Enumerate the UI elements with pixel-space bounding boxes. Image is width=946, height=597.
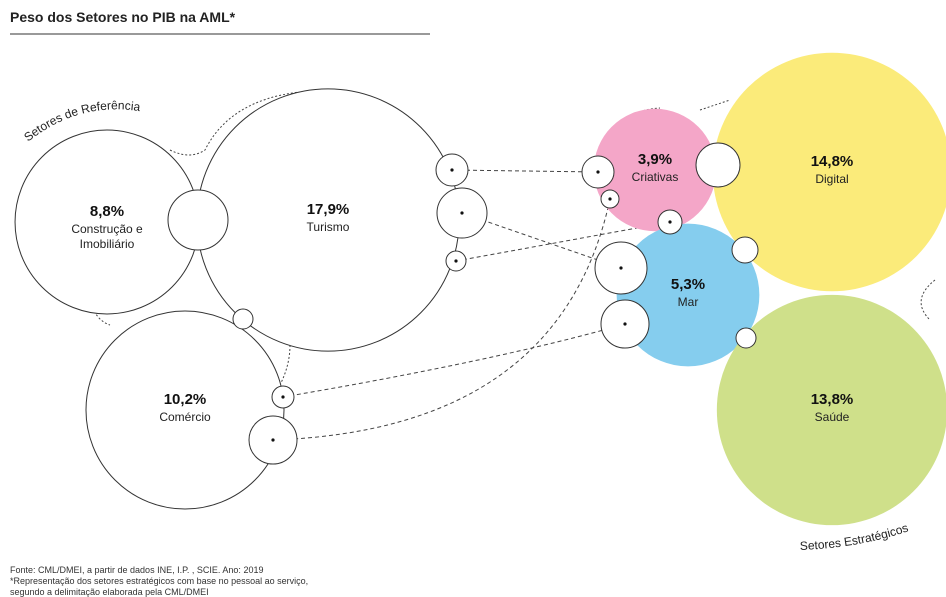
category-label-box: Turismo: [306, 220, 350, 234]
group-label-text: Setores Estratégicos: [800, 521, 910, 553]
category-label-box: Saúde: [814, 410, 850, 424]
category-label-box: Construção e Imobiliário: [71, 222, 143, 251]
value-label: 14,8%: [811, 153, 854, 170]
category-label: Construção e Imobiliário: [71, 222, 143, 251]
group-outlines: [89, 91, 936, 441]
joint-dots: [271, 168, 672, 442]
category-label: Digital: [815, 172, 849, 186]
bubble: [85, 310, 285, 510]
category-label: Saúde: [814, 410, 850, 424]
value-label: 3,9%: [638, 151, 672, 168]
bubbles: [14, 52, 946, 526]
value-label: 10,2%: [164, 391, 207, 408]
bubble: [712, 52, 946, 292]
category-label: Mar: [677, 295, 699, 309]
note: Fonte: CML/DMEI, a partir de dados INE, …: [10, 565, 263, 575]
group-label: Setores Estratégicos: [800, 521, 910, 553]
category-label-box: Mar: [677, 295, 699, 309]
connectors: [272, 169, 671, 441]
value-label: 5,3%: [671, 276, 705, 293]
chart-title: Peso dos Setores no PIB na AML*: [10, 9, 236, 25]
bubble: [593, 108, 717, 232]
note: segundo a delimitação elaborada pela CML…: [10, 587, 209, 597]
category-label: Turismo: [306, 220, 350, 234]
value-label: 13,8%: [811, 391, 854, 408]
category-label: Criativas: [631, 170, 679, 184]
value-label: 17,9%: [307, 201, 350, 218]
bubble: [616, 223, 760, 367]
bubble: [716, 294, 946, 526]
category-label-box: Comércio: [159, 410, 211, 424]
note: *Representação dos setores estratégicos …: [10, 576, 308, 586]
category-label: Comércio: [159, 410, 211, 424]
value-label: 8,8%: [90, 203, 124, 220]
category-label-box: Criativas: [631, 170, 679, 184]
category-label-box: Digital: [815, 172, 849, 186]
